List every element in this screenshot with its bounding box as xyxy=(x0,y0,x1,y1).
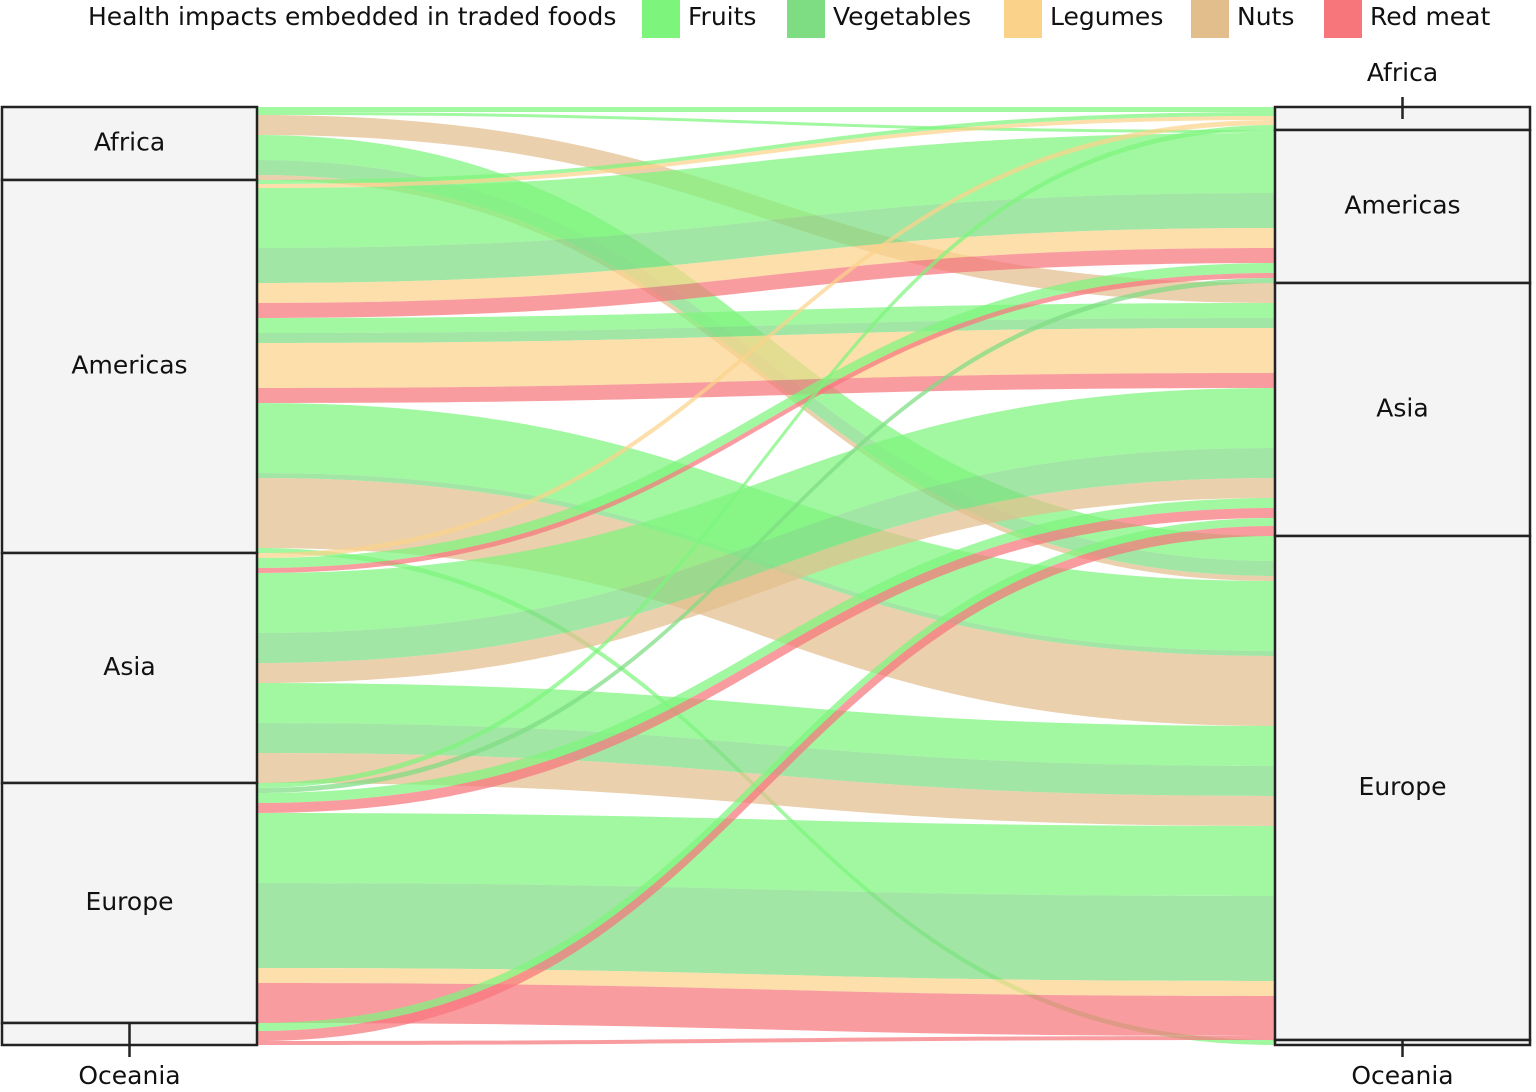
legend-swatch xyxy=(642,0,680,38)
node xyxy=(1273,534,1532,1042)
node-label: Oceania xyxy=(78,1061,180,1090)
flow-ribbon xyxy=(257,193,1275,283)
flow-ribbon xyxy=(257,328,1275,388)
node xyxy=(0,178,259,555)
legend-label: Fruits xyxy=(688,2,756,31)
flow-ribbon xyxy=(257,813,1275,896)
flow-ribbon xyxy=(257,120,1275,558)
flow-ribbon xyxy=(257,278,1275,793)
flow-ribbon xyxy=(257,112,1275,184)
flow-ribbon xyxy=(257,107,1275,112)
legend-label: Vegetables xyxy=(833,2,971,31)
node-label: Americas xyxy=(71,351,187,380)
legend-swatch xyxy=(787,0,825,38)
nodes: Africa Americas Asia Europe Oceania Africa Ame… xyxy=(0,58,1532,1090)
node xyxy=(1273,281,1532,538)
node xyxy=(1273,128,1532,285)
flow-ribbon xyxy=(257,112,1275,133)
flow-ribbon xyxy=(257,723,1275,796)
flow-ribbon xyxy=(257,883,1275,981)
flow-ribbon xyxy=(257,388,1275,633)
flow-ribbon xyxy=(257,983,1275,1036)
flow-ribbon xyxy=(257,248,1275,318)
flow-ribbon xyxy=(257,498,1275,803)
node-label: Asia xyxy=(103,652,155,681)
node-label: Asia xyxy=(1376,394,1428,423)
flow-ribbon xyxy=(257,526,1275,1041)
flow-ribbon xyxy=(257,1036,1275,1045)
legend-label: Nuts xyxy=(1237,2,1294,31)
legend-swatch xyxy=(1004,0,1042,38)
flow-ribbon xyxy=(257,373,1275,403)
flow-ribbon xyxy=(257,273,1275,573)
flow-ribbon xyxy=(257,116,1275,188)
flow-ribbon xyxy=(257,478,1275,683)
legend-swatch xyxy=(1191,0,1229,38)
flow-ribbon xyxy=(257,683,1275,766)
flow-ribbon xyxy=(257,448,1275,663)
chart-title: Health impacts embedded in traded foods xyxy=(88,2,616,31)
flow-ribbon xyxy=(257,133,1275,248)
flows xyxy=(257,107,1275,1045)
node-label: Oceania xyxy=(1351,1061,1453,1090)
node-label: Europe xyxy=(86,887,174,916)
flow-ribbon xyxy=(257,318,1275,343)
node-label: Europe xyxy=(1359,772,1447,801)
node xyxy=(0,781,259,1025)
flow-ribbon xyxy=(257,263,1275,568)
legend-label: Red meat xyxy=(1370,2,1490,31)
node-label: Americas xyxy=(1344,191,1460,220)
legend-swatch xyxy=(1324,0,1362,38)
flow-ribbon xyxy=(257,518,1275,1031)
node xyxy=(0,551,259,785)
flow-ribbon xyxy=(257,125,1275,788)
node xyxy=(0,105,259,182)
node-label: Africa xyxy=(1367,58,1438,87)
flow-ribbon xyxy=(257,303,1275,333)
flow-ribbon xyxy=(257,508,1275,813)
legend-label: Legumes xyxy=(1050,2,1163,31)
node-label: Africa xyxy=(94,128,165,157)
flow-ribbon xyxy=(257,228,1275,303)
